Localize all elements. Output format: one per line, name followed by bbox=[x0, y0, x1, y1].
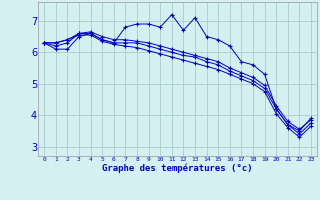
X-axis label: Graphe des températures (°c): Graphe des températures (°c) bbox=[102, 164, 253, 173]
